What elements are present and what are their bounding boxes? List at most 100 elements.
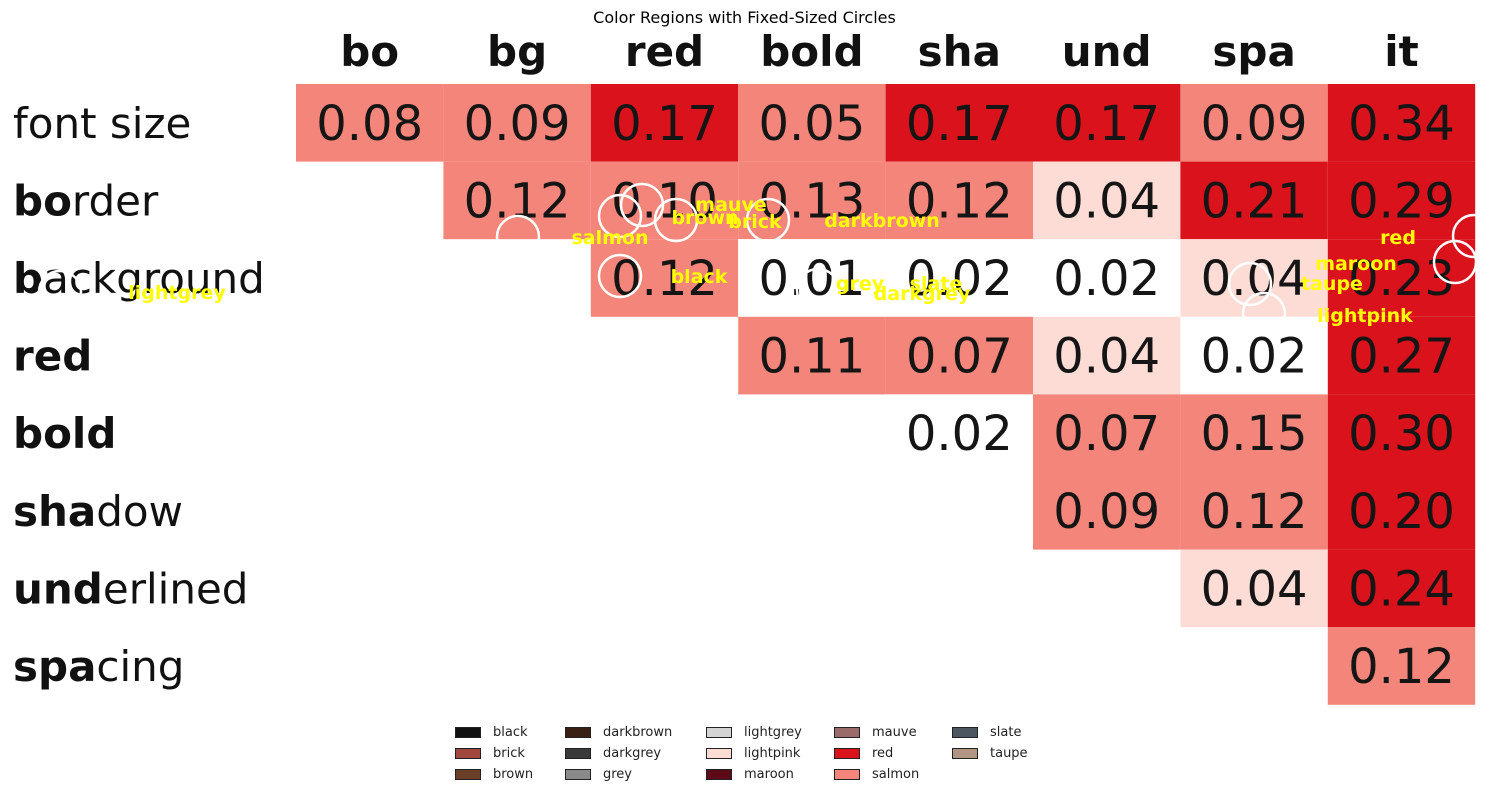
column-header: bo	[340, 27, 399, 76]
heatmap-cell	[1180, 161, 1328, 240]
legend: black brick brown darkbrown darkgrey grey ligh…	[455, 722, 1055, 786]
chart-title: Color Regions with Fixed-Sized Circles	[593, 8, 896, 27]
region-label: lightgrey	[128, 282, 226, 304]
legend-label: salmon	[872, 766, 920, 782]
heatmap-cell	[738, 84, 886, 162]
region-circle	[1241, 291, 1287, 337]
legend-swatch	[952, 747, 978, 759]
region-label: darkgrey	[874, 283, 971, 305]
legend-swatch	[834, 747, 860, 759]
heatmap-cell	[590, 84, 739, 162]
legend-swatch	[565, 768, 591, 780]
cell-value: 0.24	[1348, 561, 1455, 617]
legend-label: black	[493, 724, 528, 740]
legend-item: grey	[565, 764, 632, 784]
region-circle	[37, 269, 83, 315]
cell-value: 0.23	[1348, 251, 1455, 307]
heatmap-cell	[443, 84, 591, 162]
heatmap-cell	[885, 239, 1033, 317]
legend-item: brown	[455, 764, 533, 784]
legend-swatch	[565, 726, 591, 738]
legend-label: grey	[603, 766, 633, 782]
region-circle	[495, 214, 541, 260]
region-circle	[1432, 239, 1478, 285]
heatmap-cell	[885, 161, 1033, 240]
legend-item: black	[455, 722, 528, 742]
legend-label: maroon	[744, 766, 794, 782]
cell-value: 0.20	[1348, 484, 1455, 540]
region-label: brick	[728, 211, 782, 233]
legend-item: maroon	[706, 764, 794, 784]
cell-value: 0.15	[1201, 406, 1308, 462]
cell-value: 0.09	[464, 96, 571, 152]
cell-value: 0.02	[1053, 251, 1160, 307]
legend-item: lightgrey	[706, 722, 802, 742]
cell-value: 0.04	[1053, 173, 1160, 229]
region-circle	[597, 193, 643, 239]
heatmap-cell	[1033, 472, 1181, 550]
heatmap-cell	[1033, 84, 1181, 162]
row-label: underlined	[13, 564, 248, 613]
heatmap-cell	[1327, 161, 1476, 240]
region-label: taupe	[1301, 273, 1363, 295]
cell-value: 0.30	[1348, 406, 1455, 462]
legend-item: taupe	[952, 743, 1028, 763]
heatmap-cell	[738, 316, 886, 395]
column-header: it	[1384, 27, 1418, 76]
legend-item: salmon	[834, 764, 919, 784]
cell-value: 0.09	[1201, 96, 1308, 152]
legend-swatch	[455, 768, 481, 780]
legend-swatch	[706, 747, 732, 759]
region-circle	[1451, 213, 1489, 259]
cell-value: 0.27	[1348, 329, 1455, 385]
region-label: red	[1380, 227, 1416, 249]
legend-swatch	[706, 768, 732, 780]
cell-value: 0.04	[1201, 561, 1308, 617]
region-circle	[653, 197, 699, 243]
cell-value: 0.12	[464, 173, 571, 229]
row-label: spacing	[13, 642, 184, 691]
heatmap-cell	[443, 161, 591, 240]
heatmap-cell	[1327, 394, 1476, 472]
cell-value: 0.17	[611, 96, 718, 152]
region-circle	[745, 197, 791, 243]
cell-value: 0.02	[906, 406, 1013, 462]
heatmap-cell	[1327, 472, 1476, 550]
legend-swatch	[706, 726, 732, 738]
region-label: black	[671, 266, 728, 288]
legend-label: slate	[990, 724, 1022, 740]
cell-value: 0.05	[758, 96, 865, 152]
heatmap-cell	[1033, 316, 1181, 395]
cell-value: 0.01	[758, 251, 865, 307]
legend-item: slate	[952, 722, 1021, 742]
cell-value: 0.11	[758, 329, 865, 385]
cell-value: 0.12	[906, 173, 1013, 229]
row-label: red	[13, 332, 92, 381]
legend-label: taupe	[990, 745, 1028, 761]
cell-value: 0.07	[906, 329, 1013, 385]
heatmap-cell	[1180, 472, 1328, 550]
column-header: und	[1062, 27, 1152, 76]
heatmap-cell	[1180, 549, 1328, 628]
column-header: red	[625, 27, 704, 76]
legend-label: lightgrey	[744, 724, 802, 740]
heatmap-cell	[1327, 239, 1476, 317]
legend-item: mauve	[834, 722, 917, 742]
heatmap-cell	[1033, 239, 1181, 317]
cell-value: 0.09	[1053, 484, 1160, 540]
legend-label: lightpink	[744, 745, 801, 761]
legend-label: darkbrown	[603, 724, 673, 740]
column-header: spa	[1212, 27, 1295, 76]
cell-value: 0.12	[1348, 639, 1455, 695]
legend-swatch	[455, 726, 481, 738]
region-label: darkbrown	[824, 210, 940, 232]
heatmap-cell	[1180, 394, 1328, 472]
row-label: font size	[13, 99, 191, 148]
cell-value: 0.04	[1053, 329, 1160, 385]
legend-swatch	[455, 747, 481, 759]
heatmap-cell	[1327, 84, 1476, 162]
legend-item: lightpink	[706, 743, 800, 763]
legend-label: red	[872, 745, 894, 761]
heatmap-cell	[1327, 549, 1476, 628]
